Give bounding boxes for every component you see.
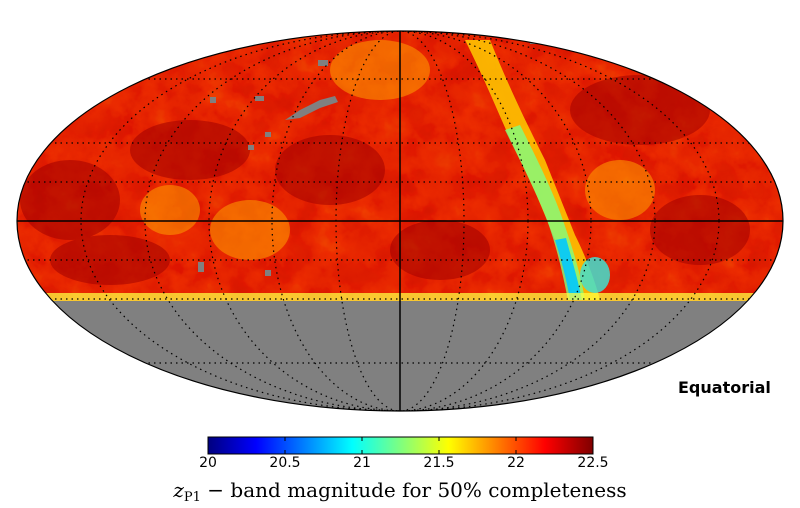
- colorbar-label: zP1 − band magnitude for 50% completenes…: [0, 478, 800, 505]
- colorbar-tick-label-3: 21.5: [423, 455, 455, 471]
- colorbar-tick-label-1: 20.5: [269, 455, 301, 471]
- colorbar-label-subscript: P1: [183, 490, 201, 505]
- colorbar-tick-label-0: 20: [199, 455, 217, 471]
- galactic-bulge-patch: [580, 257, 610, 293]
- colorbar-tick-label-4: 22: [507, 455, 525, 471]
- galactic-plane-deep: [555, 238, 582, 300]
- colorbar-label-symbol: z: [173, 478, 184, 502]
- colorbar-label-text: − band magnitude for 50% completeness: [200, 478, 627, 502]
- colorbar: [207, 436, 594, 455]
- dark-regions: [20, 75, 750, 285]
- frame-label: Equatorial: [678, 378, 771, 397]
- colorbar-ticks: [207, 437, 594, 454]
- map-outline: [16, 30, 784, 412]
- colorbar-tick-label-2: 21: [353, 455, 371, 471]
- colorbar-tick-label-5: 22.5: [577, 455, 609, 471]
